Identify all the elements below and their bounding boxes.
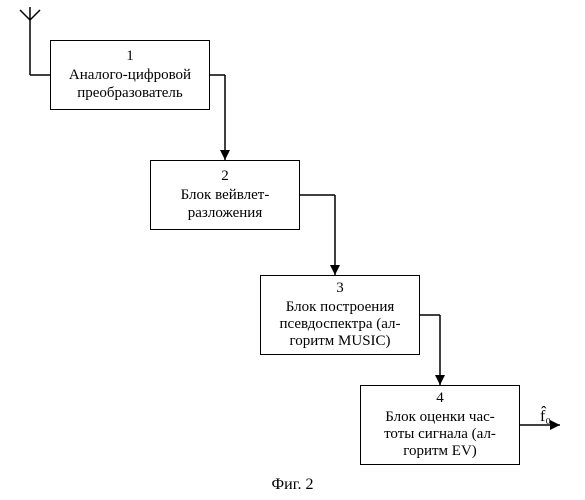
figure-caption: Фиг. 2 (0, 476, 585, 494)
node-n4: 4 Блок оценки час- тоты сигнала (ал- гори… (360, 385, 520, 465)
node-label: Блок построения псевдоспектра (ал- горит… (279, 299, 400, 351)
node-number: 1 (126, 48, 134, 65)
diagram-canvas: Фиг. 2 f̂₀ 1 Аналого-цифровой преобразова… (0, 0, 585, 500)
node-number: 2 (221, 168, 229, 185)
output-label: f̂₀ (540, 408, 551, 426)
node-number: 4 (436, 390, 444, 407)
node-label: Блок оценки час- тоты сигнала (ал- горит… (384, 409, 496, 461)
node-n2: 2 Блок вейвлет- разложения (150, 160, 300, 230)
node-number: 3 (336, 280, 344, 297)
node-n1: 1 Аналого-цифровой преобразователь (50, 40, 210, 110)
node-label: Аналого-цифровой преобразователь (69, 67, 191, 102)
node-n3: 3 Блок построения псевдоспектра (ал- гори… (260, 275, 420, 355)
node-label: Блок вейвлет- разложения (181, 187, 270, 222)
